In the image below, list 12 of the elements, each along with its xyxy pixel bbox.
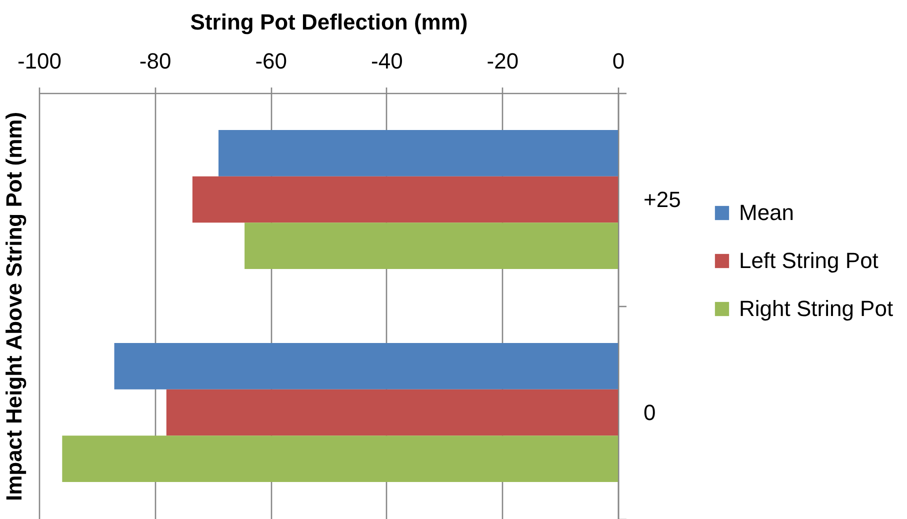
x-tick-label: 0 xyxy=(612,48,625,74)
legend-label: Left String Pot xyxy=(739,248,878,273)
x-axis-title: String Pot Deflection (mm) xyxy=(190,10,468,34)
legend-label: Right String Pot xyxy=(739,296,894,321)
legend-label: Mean xyxy=(739,200,794,225)
x-tick-label: -100 xyxy=(17,48,62,74)
x-tick-label: -40 xyxy=(371,48,403,74)
x-tick-label: -20 xyxy=(486,48,519,74)
y-axis-title: Impact Height Above String Pot (mm) xyxy=(2,112,26,502)
y-tick-label: +25 xyxy=(644,187,681,212)
x-tick-label: -60 xyxy=(255,48,287,74)
x-tick-label: -80 xyxy=(139,48,172,74)
